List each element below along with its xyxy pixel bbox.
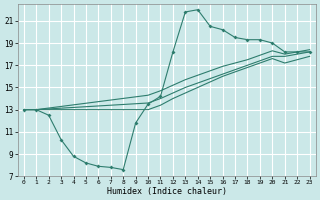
X-axis label: Humidex (Indice chaleur): Humidex (Indice chaleur): [107, 187, 227, 196]
